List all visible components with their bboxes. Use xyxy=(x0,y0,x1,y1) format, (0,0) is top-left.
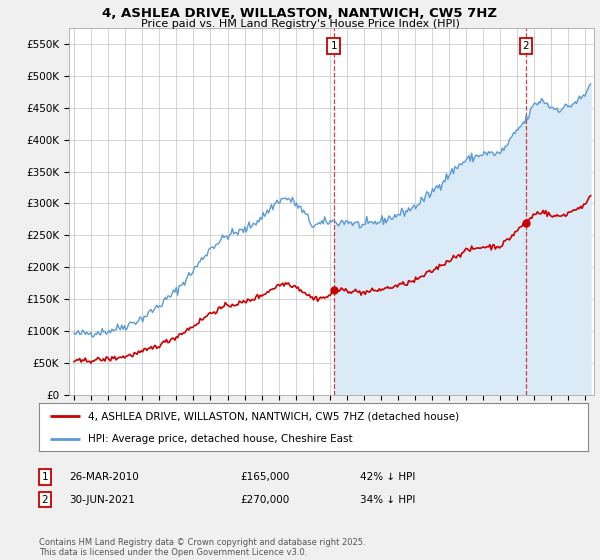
Text: £270,000: £270,000 xyxy=(240,494,289,505)
Text: 2: 2 xyxy=(523,41,529,51)
Text: HPI: Average price, detached house, Cheshire East: HPI: Average price, detached house, Ches… xyxy=(88,434,353,444)
Text: 4, ASHLEA DRIVE, WILLASTON, NANTWICH, CW5 7HZ (detached house): 4, ASHLEA DRIVE, WILLASTON, NANTWICH, CW… xyxy=(88,411,460,421)
Text: 34% ↓ HPI: 34% ↓ HPI xyxy=(360,494,415,505)
Text: Price paid vs. HM Land Registry's House Price Index (HPI): Price paid vs. HM Land Registry's House … xyxy=(140,19,460,29)
Text: 4, ASHLEA DRIVE, WILLASTON, NANTWICH, CW5 7HZ: 4, ASHLEA DRIVE, WILLASTON, NANTWICH, CW… xyxy=(103,7,497,20)
Text: 30-JUN-2021: 30-JUN-2021 xyxy=(69,494,135,505)
Text: 2: 2 xyxy=(41,494,49,505)
Text: £165,000: £165,000 xyxy=(240,472,289,482)
Text: 42% ↓ HPI: 42% ↓ HPI xyxy=(360,472,415,482)
Text: Contains HM Land Registry data © Crown copyright and database right 2025.
This d: Contains HM Land Registry data © Crown c… xyxy=(39,538,365,557)
Text: 26-MAR-2010: 26-MAR-2010 xyxy=(69,472,139,482)
Text: 1: 1 xyxy=(41,472,49,482)
Text: 1: 1 xyxy=(331,41,337,51)
